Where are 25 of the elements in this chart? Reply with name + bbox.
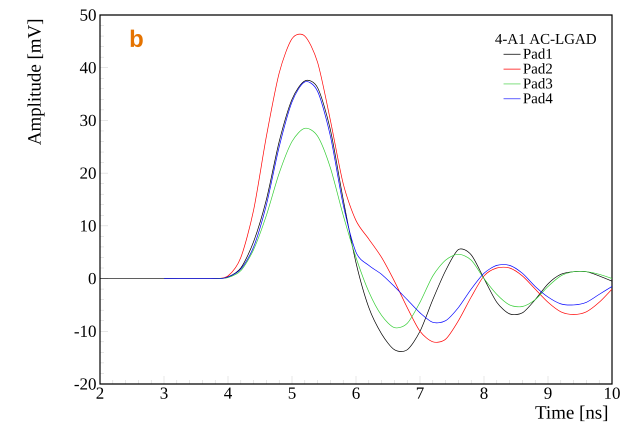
- y-tick-label: 50: [80, 9, 96, 21]
- y-tick-label: 20: [80, 167, 96, 179]
- y-axis-title: Amplitude [mV]: [27, 20, 45, 146]
- y-tick-label: 40: [80, 62, 96, 74]
- legend-label: Pad2: [523, 63, 552, 74]
- x-axis-title: Time [ns]: [535, 406, 608, 422]
- legend-label: Pad1: [523, 48, 552, 59]
- legend-label: Pad3: [523, 78, 552, 89]
- x-tick-label: 4: [224, 388, 232, 399]
- y-tick-label: 30: [80, 114, 96, 126]
- y-tick-label: 0: [88, 272, 96, 284]
- y-tick-label: -10: [74, 326, 96, 337]
- x-tick-label: 2: [96, 388, 104, 399]
- legend-title: 4-A1 AC-LGAD: [495, 34, 596, 44]
- legend-label: Pad4: [523, 92, 553, 104]
- y-tick-label: -20: [74, 378, 96, 390]
- x-tick-label: 7: [416, 388, 424, 399]
- x-tick-label: 3: [160, 388, 168, 399]
- x-tick-label: 5: [288, 388, 296, 399]
- x-tick-label: 9: [544, 388, 552, 399]
- x-tick-label: 8: [480, 388, 488, 399]
- x-tick-label: 10: [605, 388, 620, 399]
- x-tick-label: 6: [352, 388, 360, 399]
- y-tick-label: 10: [81, 220, 96, 232]
- annotation: b: [130, 30, 143, 48]
